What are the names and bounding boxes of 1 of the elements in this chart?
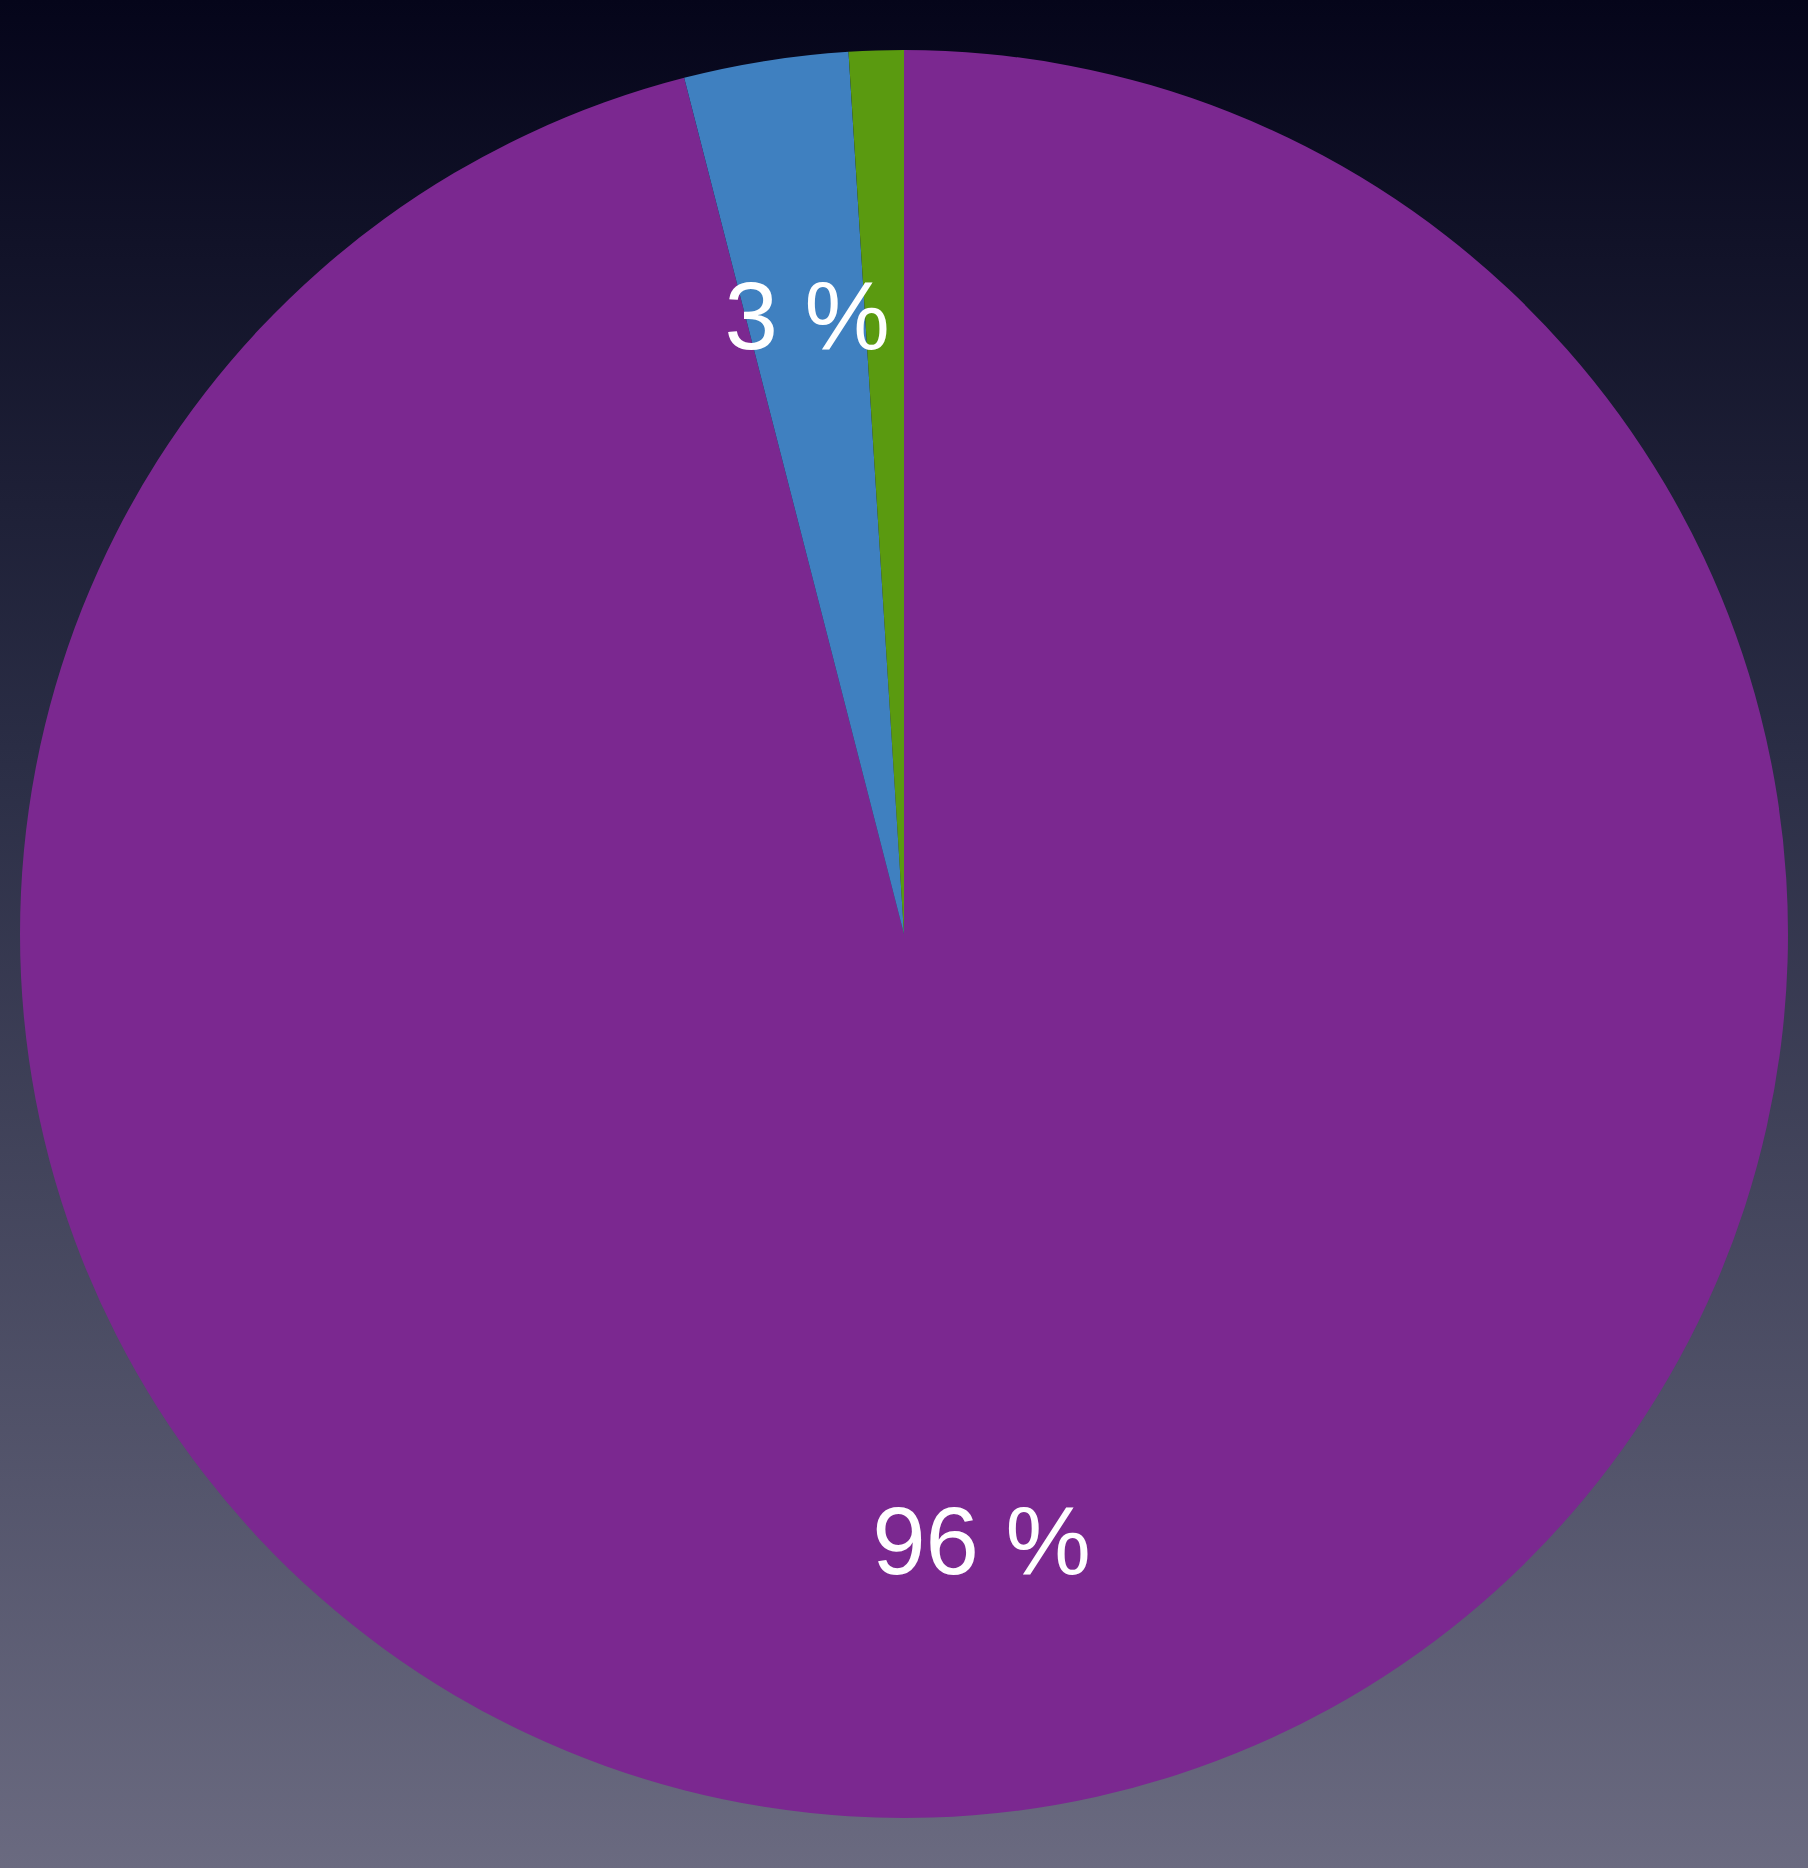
data-label: 96 % — [872, 1487, 1091, 1595]
